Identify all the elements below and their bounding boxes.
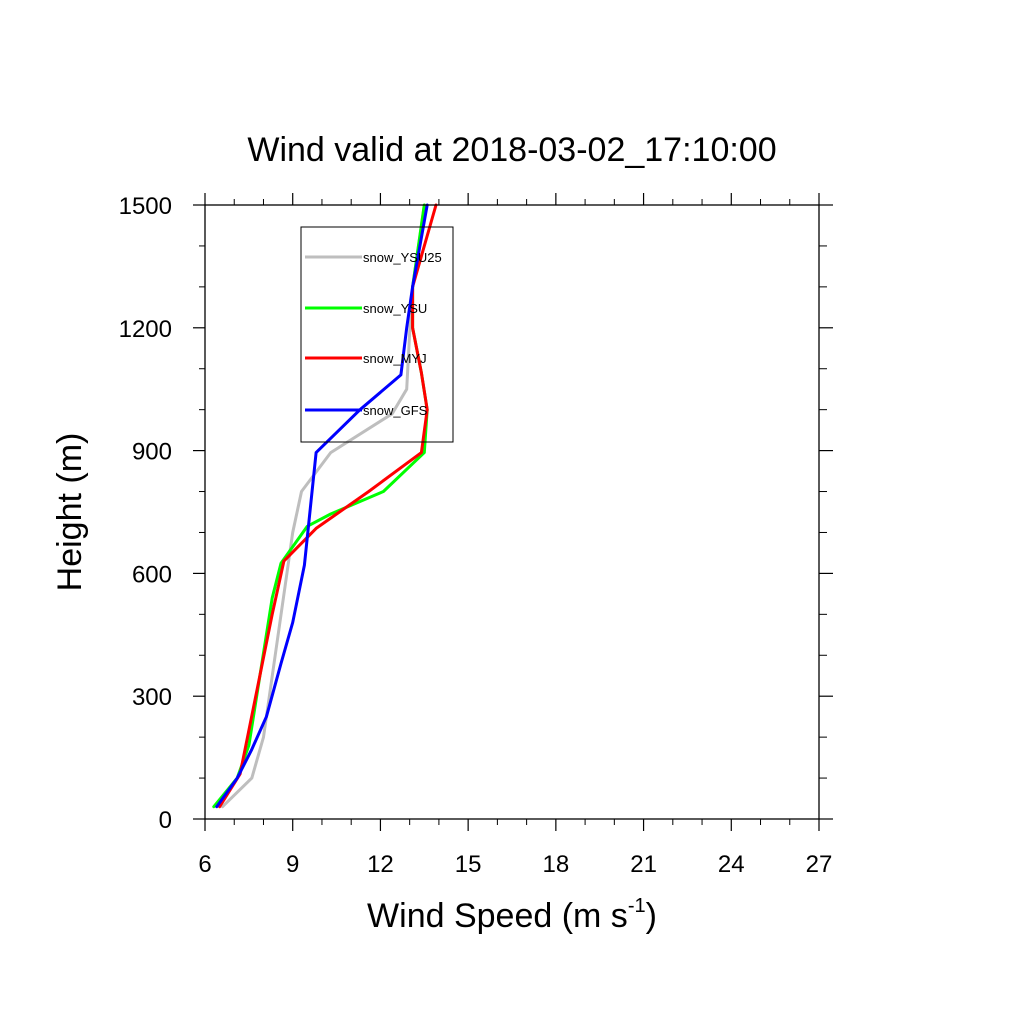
series-line-snow-ysu25: [221, 203, 426, 809]
y-tick-label: 1200: [119, 316, 172, 343]
x-axis-title: Wind Speed (m s-1): [367, 895, 657, 935]
x-tick-label: 21: [630, 851, 657, 878]
chart-title: Wind valid at 2018-03-02_17:10:00: [247, 131, 776, 169]
y-tick-label: 600: [132, 561, 172, 588]
plot-frame: [204, 204, 820, 820]
series-line-snow-ysu: [212, 203, 429, 809]
axis-tick-labels: 6 9 12 15 18 21 24 27 0 300 600 900 1200 1500: [119, 193, 833, 878]
x-axis-title-superscript: -1: [628, 895, 646, 917]
legend-label-snow-ysu: snow_YSU: [363, 301, 427, 316]
x-axis-title-main: Wind Speed (m s: [367, 897, 628, 935]
y-axis-title: Height (m): [51, 433, 89, 592]
x-tick-label: 24: [718, 851, 745, 878]
x-tick-label: 27: [806, 851, 833, 878]
x-tick-label: 12: [367, 851, 394, 878]
legend-label-snow-gfs: snow_GFS: [363, 403, 428, 418]
legend-label-snow-myj: snow_MYJ: [363, 351, 427, 366]
y-tick-label: 1500: [119, 193, 172, 220]
y-tick-label: 300: [132, 684, 172, 711]
axis-ticks: [193, 193, 833, 831]
legend: snow_YSU25 snow_YSU snow_MYJ snow_GFS: [300, 226, 454, 443]
x-tick-label: 9: [286, 851, 299, 878]
series-line-snow-myj: [218, 203, 438, 809]
x-axis-title-close: ): [646, 897, 657, 935]
x-tick-label: 6: [198, 851, 211, 878]
legend-items: snow_YSU25 snow_YSU snow_MYJ snow_GFS: [305, 250, 442, 418]
legend-label-snow-ysu25: snow_YSU25: [363, 250, 442, 265]
y-tick-label: 0: [159, 807, 172, 834]
data-series: [212, 203, 438, 809]
series-line-snow-gfs: [215, 203, 429, 809]
x-tick-label: 15: [455, 851, 482, 878]
x-tick-label: 18: [543, 851, 570, 878]
legend-box: [300, 226, 454, 443]
y-tick-label: 900: [132, 439, 172, 466]
